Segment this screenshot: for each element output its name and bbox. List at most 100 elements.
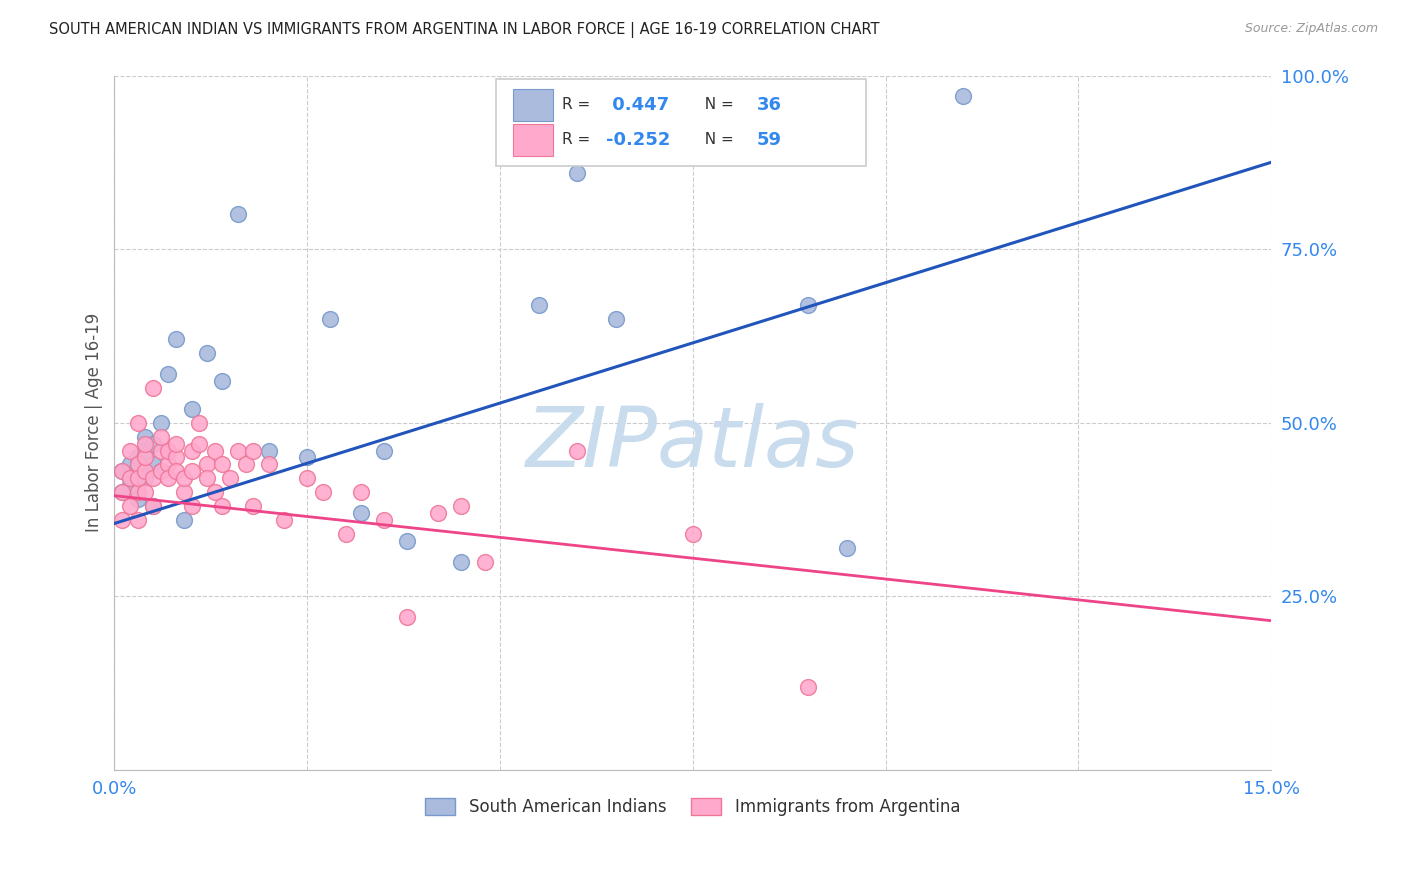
Point [226, 207, 249, 221]
Point [211, 374, 233, 388]
Point [173, 471, 195, 485]
Y-axis label: In Labor Force | Age 16-19: In Labor Force | Age 16-19 [86, 313, 103, 533]
Point [134, 450, 156, 465]
Point [165, 436, 187, 450]
Point [195, 346, 218, 360]
Point [142, 458, 165, 472]
Point [235, 458, 257, 472]
Point [118, 471, 141, 485]
Point [311, 485, 333, 500]
Point [157, 471, 180, 485]
Point [173, 513, 195, 527]
Text: N =: N = [695, 97, 738, 112]
Point [127, 471, 149, 485]
Point [134, 464, 156, 478]
Point [142, 436, 165, 450]
Point [797, 680, 820, 694]
Point [273, 513, 295, 527]
Point [211, 458, 233, 472]
Point [127, 458, 149, 472]
Point [111, 464, 134, 478]
Point [565, 166, 588, 180]
FancyBboxPatch shape [496, 79, 866, 166]
Point [605, 311, 627, 326]
Point [195, 458, 218, 472]
Point [180, 464, 202, 478]
Point [111, 485, 134, 500]
Point [118, 458, 141, 472]
Point [350, 506, 373, 520]
Point [157, 458, 180, 472]
Text: ZIPatlas: ZIPatlas [526, 403, 859, 484]
Point [165, 464, 187, 478]
Point [396, 610, 419, 624]
Point [149, 416, 172, 430]
Text: N =: N = [695, 133, 738, 147]
Point [682, 527, 704, 541]
Point [195, 471, 218, 485]
Point [127, 513, 149, 527]
Point [474, 555, 496, 569]
Text: -0.252: -0.252 [606, 131, 671, 149]
Point [396, 533, 419, 548]
Point [127, 458, 149, 472]
Text: 0.447: 0.447 [606, 95, 669, 114]
Point [134, 430, 156, 444]
Point [149, 464, 172, 478]
Text: Source: ZipAtlas.com: Source: ZipAtlas.com [1244, 22, 1378, 36]
Point [111, 513, 134, 527]
FancyBboxPatch shape [513, 124, 553, 156]
Point [188, 436, 211, 450]
Point [427, 506, 450, 520]
Point [165, 450, 187, 465]
Text: 36: 36 [756, 95, 782, 114]
Point [952, 89, 974, 103]
Point [257, 458, 280, 472]
Point [835, 541, 858, 555]
Text: 59: 59 [756, 131, 782, 149]
Point [134, 443, 156, 458]
Point [450, 499, 472, 513]
Point [204, 443, 226, 458]
Point [118, 499, 141, 513]
Point [118, 478, 141, 492]
Point [450, 555, 472, 569]
Point [173, 485, 195, 500]
Point [134, 471, 156, 485]
Point [142, 381, 165, 395]
Point [165, 333, 187, 347]
Point [127, 485, 149, 500]
Point [242, 499, 264, 513]
Text: SOUTH AMERICAN INDIAN VS IMMIGRANTS FROM ARGENTINA IN LABOR FORCE | AGE 16-19 CO: SOUTH AMERICAN INDIAN VS IMMIGRANTS FROM… [49, 22, 880, 38]
FancyBboxPatch shape [513, 89, 553, 120]
Point [142, 499, 165, 513]
Text: R =: R = [562, 97, 595, 112]
Point [111, 485, 134, 500]
Point [157, 443, 180, 458]
Point [180, 443, 202, 458]
Point [180, 499, 202, 513]
Point [111, 464, 134, 478]
Point [142, 499, 165, 513]
Point [219, 471, 242, 485]
Point [257, 443, 280, 458]
Point [335, 527, 357, 541]
Point [226, 443, 249, 458]
Point [373, 443, 395, 458]
Point [127, 450, 149, 465]
Point [527, 298, 550, 312]
Point [149, 443, 172, 458]
Point [350, 485, 373, 500]
Point [157, 367, 180, 381]
Point [127, 492, 149, 507]
Legend: South American Indians, Immigrants from Argentina: South American Indians, Immigrants from … [418, 789, 969, 824]
Point [127, 416, 149, 430]
Point [180, 401, 202, 416]
Point [149, 430, 172, 444]
Text: R =: R = [562, 133, 595, 147]
Point [295, 471, 318, 485]
Point [118, 471, 141, 485]
Point [373, 513, 395, 527]
Point [242, 443, 264, 458]
Point [134, 485, 156, 500]
